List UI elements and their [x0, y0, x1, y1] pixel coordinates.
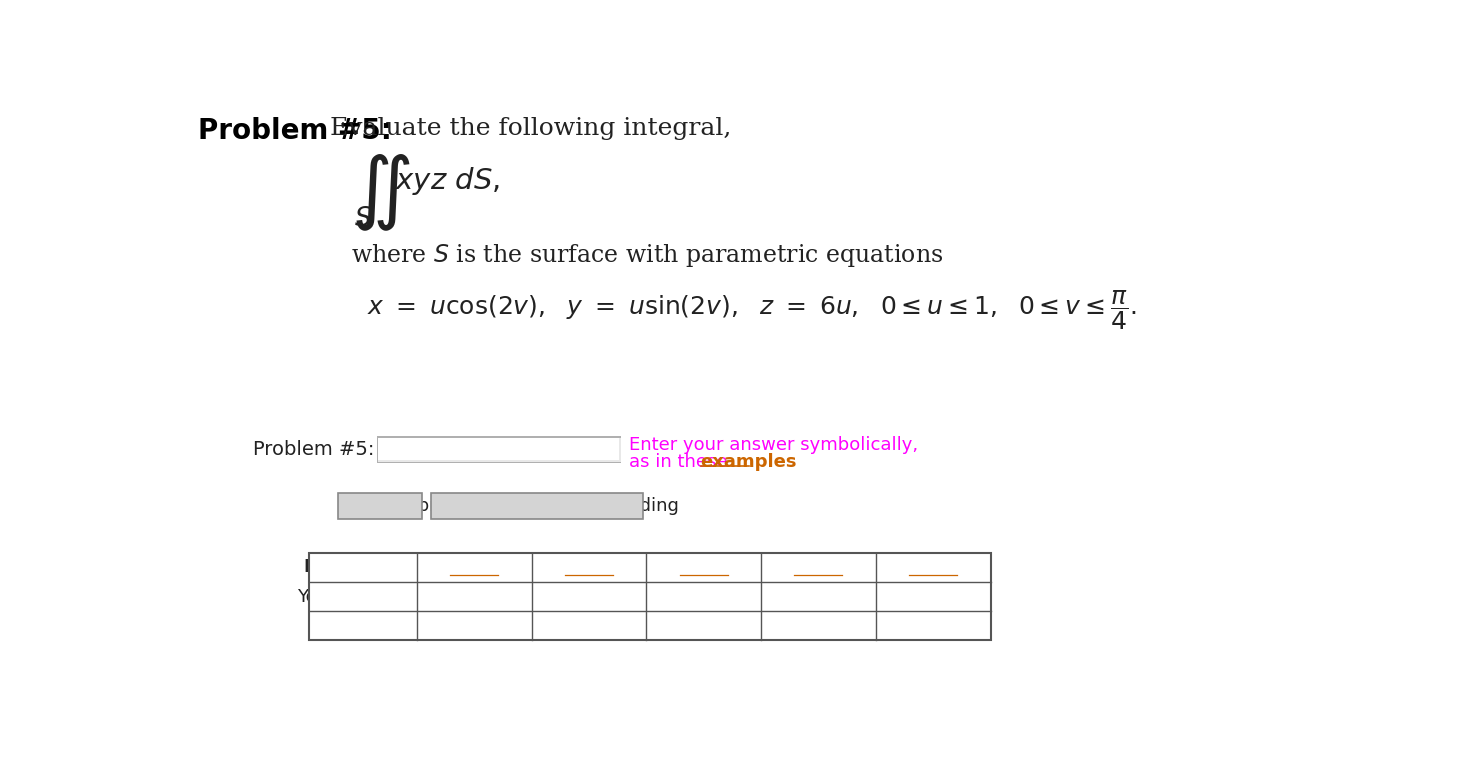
FancyBboxPatch shape [376, 436, 621, 462]
FancyBboxPatch shape [308, 553, 990, 641]
Text: Attempt #1: Attempt #1 [425, 558, 523, 576]
FancyBboxPatch shape [184, 92, 1328, 684]
Text: Evaluate the following integral,: Evaluate the following integral, [322, 117, 732, 140]
Text: Your Answer:: Your Answer: [297, 588, 413, 605]
FancyBboxPatch shape [338, 492, 422, 518]
Text: Submit Problem #5 for Grading: Submit Problem #5 for Grading [396, 497, 679, 515]
Text: as in these: as in these [629, 452, 732, 471]
Text: where $S$ is the surface with parametric equations: where $S$ is the surface with parametric… [351, 243, 943, 270]
Text: examples: examples [701, 452, 797, 471]
FancyBboxPatch shape [431, 492, 644, 518]
Text: Attempt #4: Attempt #4 [769, 558, 868, 576]
Text: $x\ =\ u\cos(2v),\ \ y\ =\ u\sin(2v),\ \ z\ =\ 6u,\ \ 0 \leq u \leq 1,\ \ 0 \leq: $x\ =\ u\cos(2v),\ \ y\ =\ u\sin(2v),\ \… [366, 289, 1137, 333]
Text: Problem #5:: Problem #5: [252, 440, 373, 459]
Text: Attempt #3: Attempt #3 [655, 558, 753, 576]
FancyBboxPatch shape [378, 438, 620, 460]
Text: $\iint$: $\iint$ [351, 152, 410, 233]
Text: $xyz\ dS,$: $xyz\ dS,$ [396, 165, 500, 197]
Text: Your Mark:: Your Mark: [319, 617, 413, 635]
Text: Attempt #2: Attempt #2 [540, 558, 638, 576]
FancyBboxPatch shape [378, 438, 621, 462]
Text: Enter your answer symbolically,: Enter your answer symbolically, [629, 436, 918, 455]
Text: Just Save: Just Save [338, 497, 422, 515]
Text: Attempt #5: Attempt #5 [884, 558, 982, 576]
Text: Problem #5: Problem #5 [304, 558, 422, 576]
Text: $S$: $S$ [354, 206, 372, 231]
Text: Problem #5:: Problem #5: [198, 117, 393, 145]
